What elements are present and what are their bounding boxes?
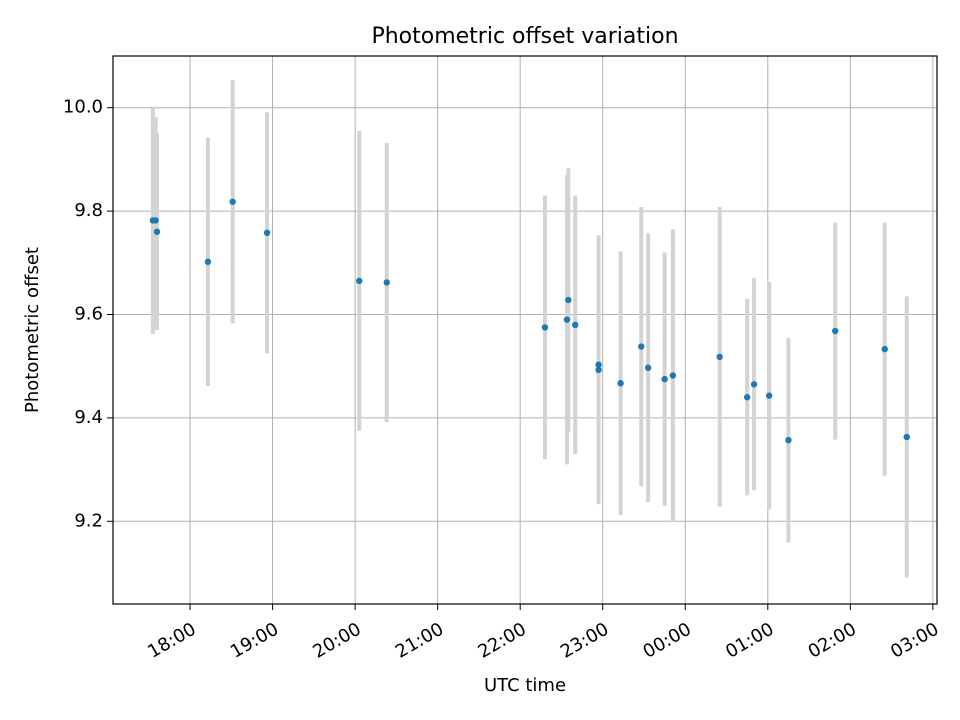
y-tick-label: 9.4 <box>74 407 103 428</box>
data-point <box>638 343 645 350</box>
data-point <box>743 394 751 401</box>
data-point <box>832 327 839 335</box>
grid <box>113 56 937 604</box>
data-point <box>617 380 624 387</box>
data-points <box>149 198 910 444</box>
data-point <box>356 277 363 285</box>
y-tick-label: 9.6 <box>74 303 103 324</box>
data-point <box>229 198 236 205</box>
chart-title: Photometric offset variation <box>371 24 678 49</box>
data-point <box>595 366 602 374</box>
data-point <box>152 217 159 224</box>
data-point <box>644 364 652 371</box>
data-point <box>669 372 677 379</box>
data-point <box>765 392 773 399</box>
data-point <box>563 316 571 323</box>
plot-frame <box>112 55 938 605</box>
data-point <box>541 324 549 331</box>
data-point <box>881 345 888 353</box>
y-axis: 9.2 9.4 9.6 9.8 10.0 <box>63 97 113 531</box>
data-point <box>383 279 390 286</box>
y-tick-label: 9.8 <box>74 200 103 221</box>
data-point <box>595 361 602 368</box>
data-point <box>716 353 723 361</box>
plot-area <box>113 56 937 604</box>
data-point <box>153 228 161 235</box>
data-point <box>263 229 271 237</box>
data-point <box>565 296 572 304</box>
y-axis-label: Photometric offset <box>22 247 43 413</box>
data-point <box>661 375 668 383</box>
y-tick-label: 9.2 <box>74 510 103 531</box>
data-point <box>204 258 212 265</box>
y-tick-label: 10.0 <box>63 97 103 118</box>
x-axis-label: UTC time <box>484 675 566 696</box>
data-point <box>750 381 758 388</box>
data-point <box>785 436 792 444</box>
data-point <box>572 321 579 329</box>
data-point <box>903 433 910 441</box>
